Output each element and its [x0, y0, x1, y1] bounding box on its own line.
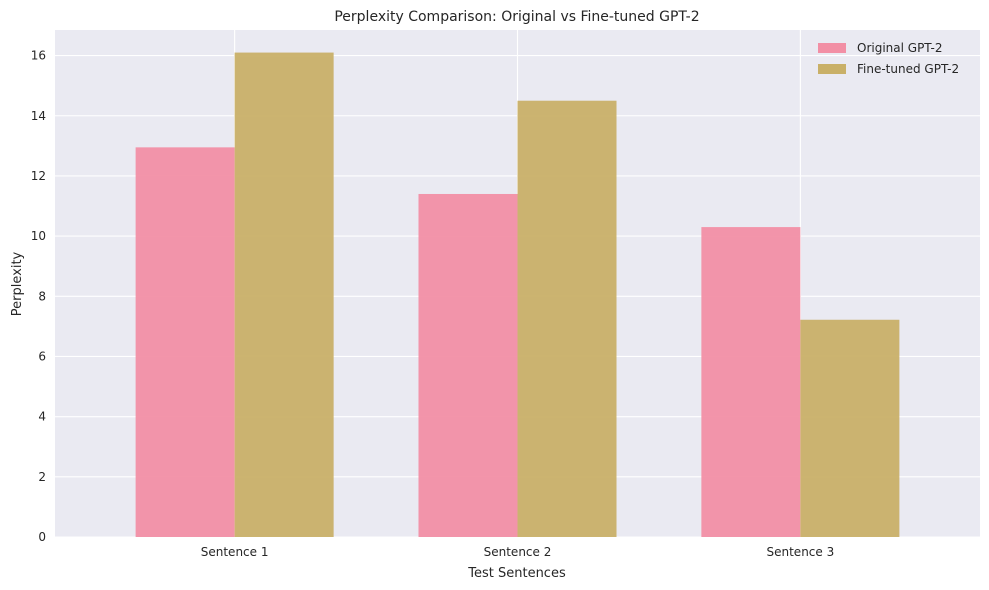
y-tick-label: 6 [38, 349, 46, 363]
bar-original-3 [701, 227, 801, 538]
y-tick-label: 14 [31, 109, 46, 123]
y-tick-label: 4 [38, 410, 46, 424]
x-axis-label: Test Sentences [467, 566, 566, 581]
legend-swatch-original [818, 43, 846, 53]
y-tick-label: 2 [38, 470, 46, 484]
bar-finetuned-1 [234, 52, 334, 537]
x-tick-label: Sentence 3 [767, 545, 835, 559]
chart-title: Perplexity Comparison: Original vs Fine-… [334, 9, 699, 25]
bar-original-2 [418, 193, 518, 537]
y-tick-label: 8 [38, 289, 46, 303]
bar-finetuned-2 [517, 100, 617, 537]
y-axis-label: Perplexity [10, 251, 25, 316]
legend: Original GPT-2 Fine-tuned GPT-2 [818, 41, 959, 76]
legend-label-original: Original GPT-2 [857, 41, 943, 55]
y-tick-label: 0 [38, 530, 46, 544]
y-tick-label: 12 [31, 169, 46, 183]
y-axis-ticks: 0 2 4 6 8 10 12 14 16 [31, 49, 46, 544]
legend-swatch-finetuned [818, 64, 846, 74]
x-tick-label: Sentence 2 [484, 545, 552, 559]
bar-finetuned-3 [800, 319, 900, 537]
x-tick-label: Sentence 1 [201, 545, 269, 559]
bars [135, 52, 900, 538]
bar-original-1 [135, 147, 235, 538]
y-tick-label: 16 [31, 49, 46, 63]
x-axis-ticks: Sentence 1 Sentence 2 Sentence 3 [201, 545, 834, 559]
y-tick-label: 10 [31, 229, 46, 243]
legend-label-finetuned: Fine-tuned GPT-2 [857, 62, 959, 76]
